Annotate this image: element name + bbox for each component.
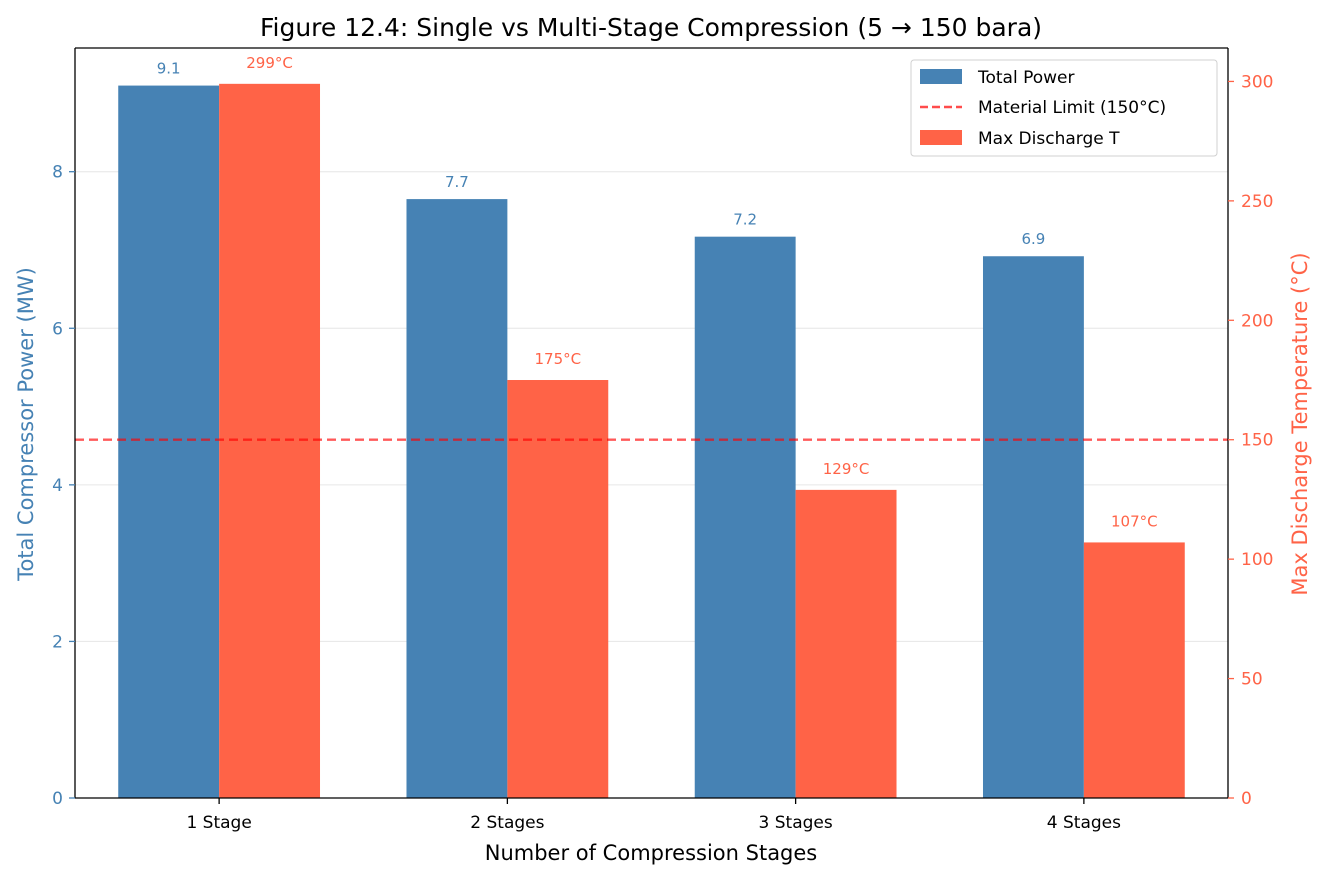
data-label-power-2: 7.7 (445, 173, 469, 191)
left-tick-label-2: 4 (52, 476, 63, 496)
legend-label-total-power: Total Power (977, 68, 1075, 88)
bar-temperature-2 (507, 380, 609, 798)
data-label-power-4: 6.9 (1022, 230, 1046, 248)
x-tick-label-1: 2 Stages (470, 813, 544, 833)
bar-power-2 (406, 199, 508, 798)
data-label-temperature-4: 107°C (1111, 512, 1158, 530)
right-tick-label-3: 150 (1241, 431, 1273, 451)
right-y-axis-label: Max Discharge Temperature (°C) (1288, 252, 1312, 595)
data-label-temperature-3: 129°C (823, 460, 870, 478)
right-tick-label-2: 100 (1241, 550, 1273, 570)
legend-swatch-max-discharge (920, 130, 962, 145)
data-label-temperature-1: 299°C (246, 54, 293, 72)
bar-power-3 (694, 236, 796, 798)
left-tick-label-4: 8 (52, 163, 63, 183)
x-tick-label-2: 3 Stages (759, 813, 833, 833)
data-label-power-3: 7.2 (733, 211, 757, 229)
right-tick-label-0: 0 (1241, 789, 1252, 809)
right-tick-label-1: 50 (1241, 670, 1263, 690)
left-tick-label-1: 2 (52, 632, 63, 652)
data-label-power-1: 9.1 (157, 60, 181, 78)
right-axis-ticks: 0 50 100 150 200 250 300 (1228, 72, 1273, 809)
data-label-temperature-2: 175°C (535, 350, 582, 368)
chart-title: Figure 12.4: Single vs Multi-Stage Compr… (260, 13, 1042, 42)
bar-power-4 (982, 256, 1084, 798)
right-tick-label-4: 200 (1241, 311, 1273, 331)
bar-temperature-3 (795, 489, 897, 798)
right-tick-label-6: 300 (1241, 72, 1273, 92)
legend-label-material-limit: Material Limit (150°C) (978, 98, 1166, 118)
bar-power-1 (118, 85, 220, 798)
x-tick-label-3: 4 Stages (1047, 813, 1121, 833)
legend-swatch-total-power (920, 69, 962, 84)
x-axis-label: Number of Compression Stages (485, 841, 818, 865)
left-tick-label-0: 0 (52, 789, 63, 809)
legend-box (910, 59, 1218, 157)
data-labels: 9.1 299°C 7.7 175°C 7.2 129°C 6.9 107°C (157, 54, 1158, 531)
left-y-axis-label: Total Compressor Power (MW) (14, 267, 38, 582)
right-tick-label-5: 250 (1241, 192, 1273, 212)
legend: Total Power Material Limit (150°C) Max D… (910, 59, 1218, 157)
x-axis-ticks: 1 Stage 2 Stages 3 Stages 4 Stages (186, 798, 1121, 833)
left-tick-label-3: 6 (52, 319, 63, 339)
axes (74, 47, 1229, 799)
left-axis-ticks: 0 2 4 6 8 (52, 163, 75, 809)
x-tick-label-0: 1 Stage (186, 813, 251, 833)
bars (118, 83, 1185, 799)
bar-temperature-4 (1083, 542, 1185, 798)
legend-label-max-discharge: Max Discharge T (978, 129, 1120, 149)
